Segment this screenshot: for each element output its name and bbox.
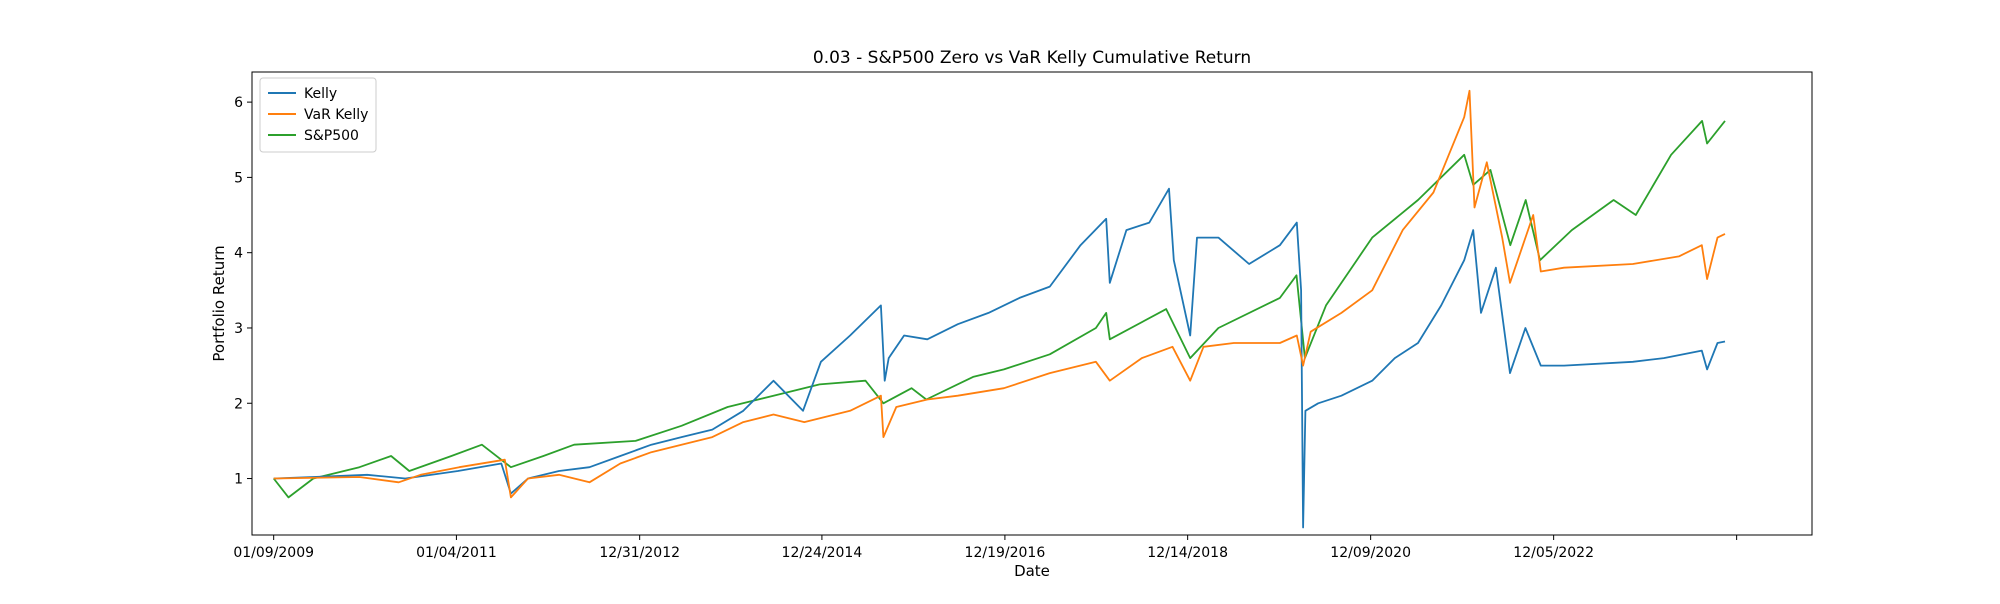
legend: Kelly VaR Kelly S&P500 (259, 77, 377, 153)
x-tick-label: 12/05/2022 (1513, 545, 1594, 561)
y-tick-label: 6 (234, 95, 243, 111)
y-tick-label: 4 (234, 246, 243, 262)
x-tick-label: 12/24/2014 (782, 545, 863, 561)
x-tick-label: 01/09/2009 (233, 545, 314, 561)
x-tick-label: 12/31/2012 (599, 545, 680, 561)
x-axis: 01/09/2009 01/04/2011 12/31/2012 12/24/2014… (233, 535, 1738, 561)
x-tick-label: 01/04/2011 (416, 545, 497, 561)
plot-frame (251, 71, 1813, 536)
x-tick-label: 12/14/2018 (1147, 545, 1228, 561)
chart-title: 0.03 - S&P500 Zero vs VaR Kelly Cumulati… (813, 48, 1251, 68)
y-tick-label: 5 (234, 170, 243, 186)
plot-area (272, 89, 1726, 529)
series-line-2 (272, 120, 1726, 499)
y-tick-label: 2 (234, 396, 243, 412)
legend-label-1: VaR Kelly (304, 107, 368, 123)
x-axis-label: Date (1014, 562, 1050, 580)
x-tick-label: 12/19/2016 (965, 545, 1046, 561)
y-axis-label: Portfolio Return (210, 245, 228, 361)
y-axis: 1 2 3 4 5 6 (234, 95, 252, 488)
x-tick-label: 12/09/2020 (1330, 545, 1411, 561)
legend-label-2: S&P500 (304, 128, 359, 144)
series-line-0 (273, 187, 1726, 529)
series-line-1 (273, 89, 1726, 499)
y-tick-label: 3 (234, 321, 243, 337)
legend-box (259, 77, 377, 153)
legend-label-0: Kelly (304, 86, 337, 102)
y-tick-label: 1 (234, 472, 243, 488)
